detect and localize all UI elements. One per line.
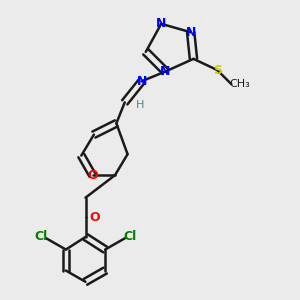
Text: O: O bbox=[89, 211, 100, 224]
Text: N: N bbox=[136, 75, 147, 88]
Text: S: S bbox=[213, 64, 222, 76]
Text: O: O bbox=[87, 169, 98, 182]
Text: Cl: Cl bbox=[34, 230, 47, 243]
Text: H: H bbox=[136, 100, 144, 110]
Text: N: N bbox=[160, 65, 171, 78]
Text: Cl: Cl bbox=[124, 230, 137, 243]
Text: N: N bbox=[185, 26, 196, 39]
Text: CH₃: CH₃ bbox=[230, 79, 250, 89]
Text: N: N bbox=[156, 17, 166, 30]
